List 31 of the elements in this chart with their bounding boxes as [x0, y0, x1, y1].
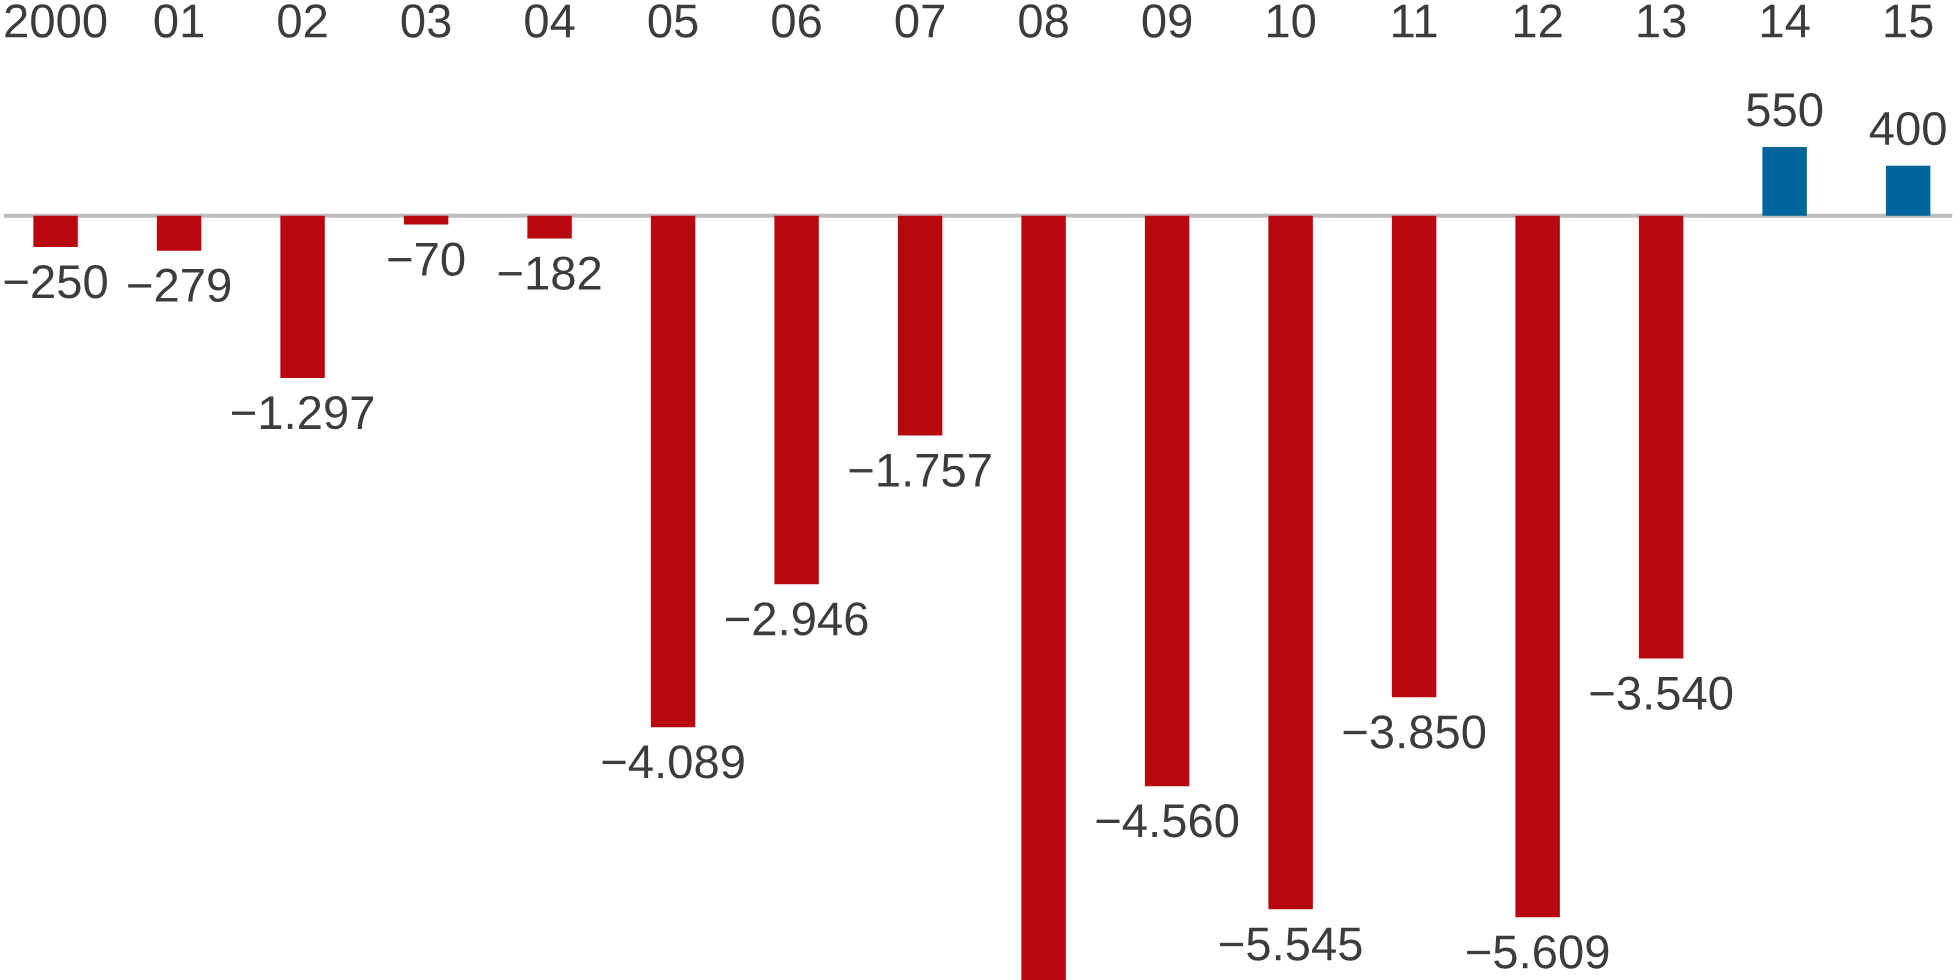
data-label: −182	[498, 256, 601, 290]
data-label: −4.560	[1096, 804, 1239, 838]
x-tick-label: 14	[1761, 4, 1810, 38]
x-tick-label: 12	[1514, 4, 1562, 38]
data-label: −250	[4, 264, 107, 299]
data-label: −279	[128, 268, 231, 303]
x-tick-label: 02	[278, 4, 327, 38]
data-label: 550	[1747, 93, 1823, 127]
x-tick-label: 01	[154, 4, 204, 38]
x-tick-label: 07	[895, 4, 944, 38]
data-label: −70	[388, 242, 465, 276]
x-tick-label: 09	[1142, 4, 1192, 38]
data-label: 400	[1869, 111, 1946, 146]
x-tick-label: 04	[525, 4, 575, 38]
x-tick-label: 08	[1019, 4, 1068, 38]
x-tick-label: 15	[1885, 4, 1933, 38]
data-label: −4.089	[602, 745, 744, 779]
x-tick-label: 03	[401, 4, 451, 38]
x-tick-label: 10	[1267, 4, 1316, 38]
x-tick-label: 13	[1638, 4, 1686, 38]
data-label: −3.850	[1343, 715, 1486, 749]
data-label: −1.297	[232, 395, 374, 430]
data-label: −1.757	[849, 453, 991, 487]
x-tick-label: 2000	[5, 4, 107, 38]
data-label: −5.609	[1467, 935, 1609, 969]
x-tick-label: 06	[772, 4, 821, 38]
data-label: −5.545	[1220, 927, 1362, 961]
data-label: −3.540	[1590, 676, 1733, 710]
x-tick-label: 05	[648, 4, 698, 38]
data-label: −2.946	[726, 602, 868, 636]
x-tick-label: 11	[1393, 4, 1437, 38]
